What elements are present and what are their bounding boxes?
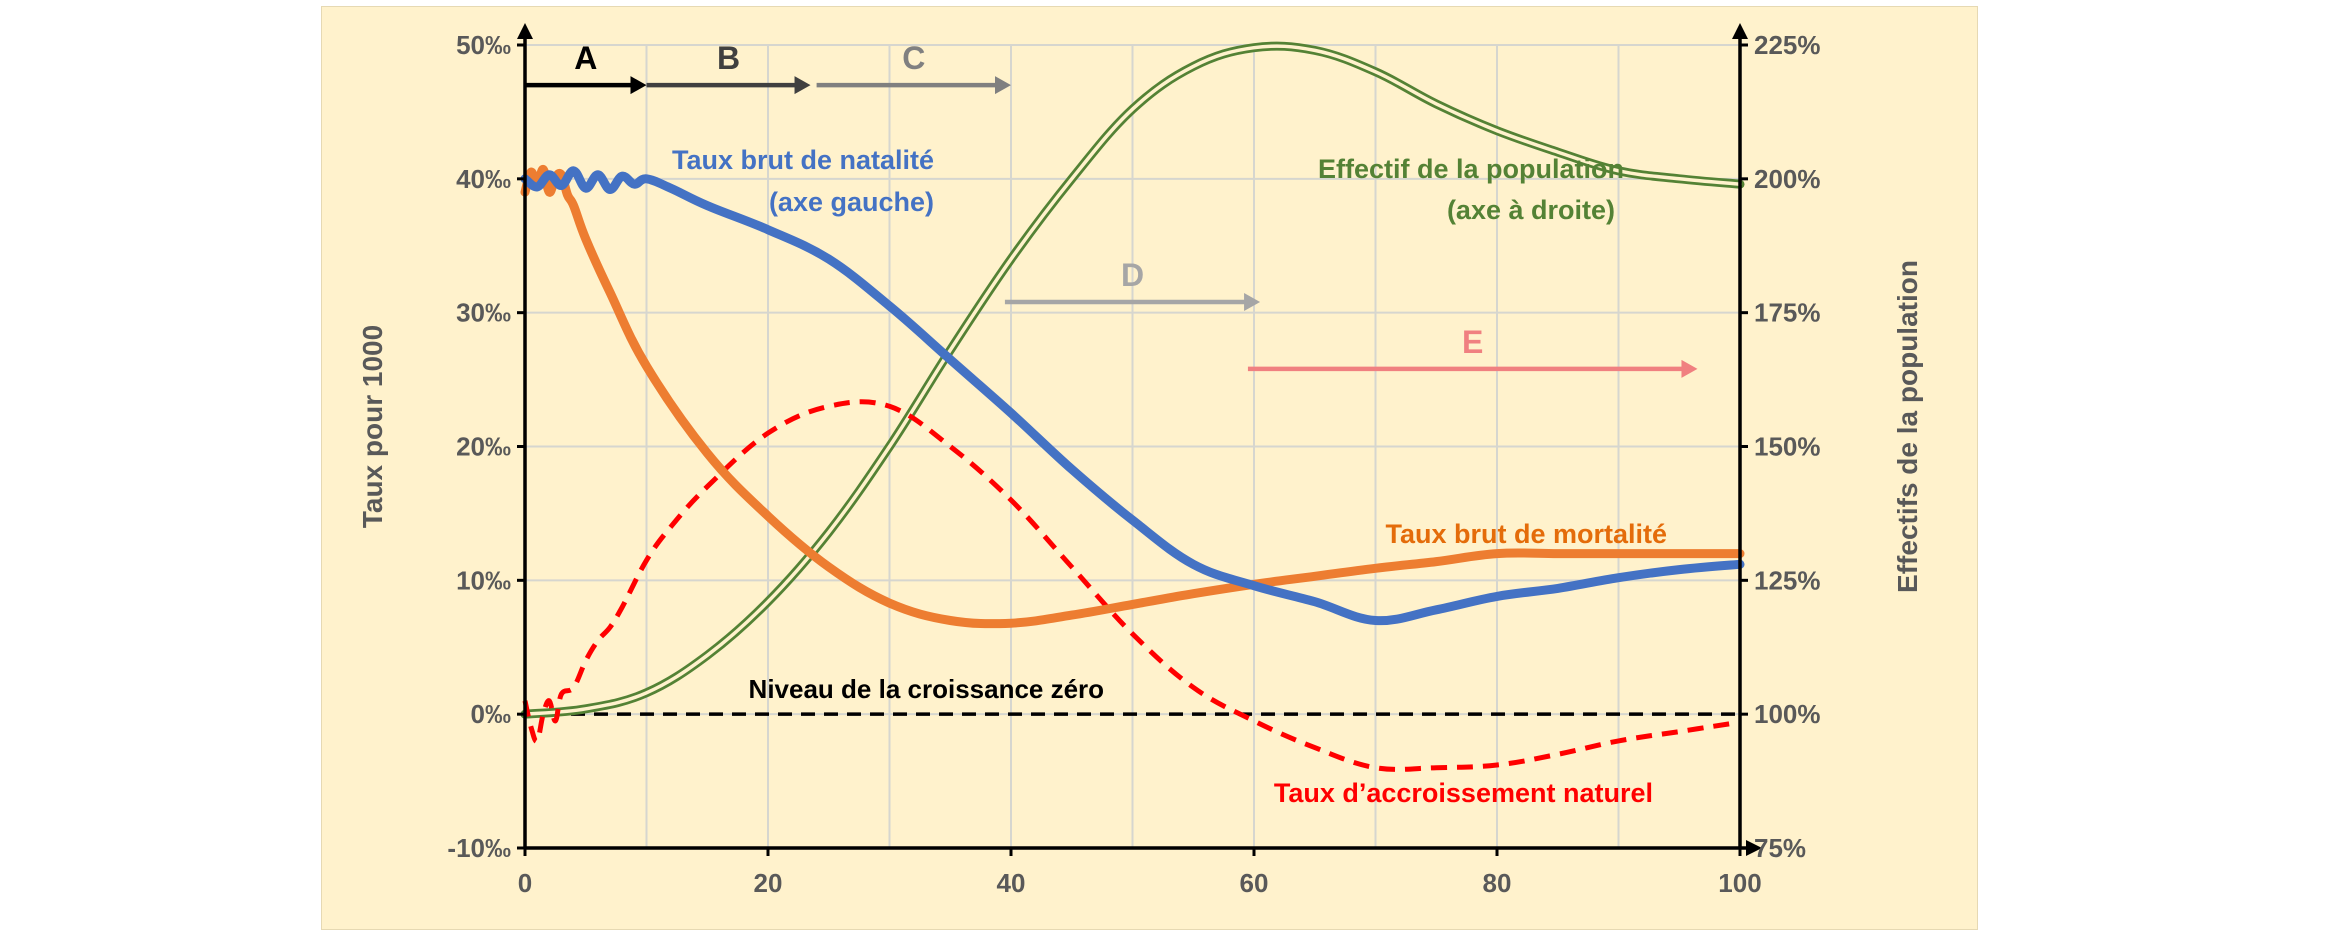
phase-label: E — [1462, 324, 1483, 360]
phase-arrow-head — [794, 76, 811, 95]
annotation-line: Effectif de la population — [1318, 154, 1624, 184]
phase-arrows: A B C D E — [525, 40, 1698, 378]
annotation-accroissement: Taux d’accroissement naturel — [1274, 778, 1653, 808]
series-lines — [520, 41, 1745, 772]
x-tick-label: 100 — [1718, 868, 1761, 898]
phase-arrow-head — [1244, 292, 1261, 311]
phase-arrow-c: C — [816, 40, 1011, 95]
phase-arrow-head — [1681, 359, 1698, 378]
annotation-line: (axe à droite) — [1447, 195, 1615, 225]
x-axis-arrowhead — [1746, 840, 1762, 856]
series-taux-brut-de-natalite — [520, 166, 1745, 626]
annotation-mortalite: Taux brut de mortalité — [1385, 519, 1667, 549]
phase-arrow-d: D — [1004, 257, 1261, 311]
annotation-natalite: Taux brut de natalité (axe gauche) — [672, 145, 934, 217]
series-effectif-de-la-population-inner — [523, 44, 1742, 716]
x-tick-label: 20 — [754, 868, 783, 898]
y-axis-left-title: Taux pour 1000 — [357, 325, 388, 528]
phase-label: A — [574, 40, 597, 76]
annotations: Taux brut de natalité (axe gauche) Effecti… — [672, 145, 1667, 808]
y-left-tick-label: 0‰ — [471, 699, 511, 729]
annotation-population: Effectif de la population (axe à droite) — [1318, 154, 1624, 225]
y-left-tick-label: -10‰ — [447, 833, 511, 863]
y-right-tick-label: 75% — [1754, 833, 1806, 863]
y-right-tick-label: 100% — [1754, 699, 1821, 729]
y-left-tick-label: 30‰ — [456, 298, 511, 328]
tick-labels: -10‰ 0‰ 10‰ 20‰ 30‰ 40‰ 50‰ 75% 100% 125% 150% 175%… — [357, 30, 1923, 898]
y-left-tick-label: 10‰ — [456, 565, 511, 595]
x-tick-label: 80 — [1483, 868, 1512, 898]
annotation-line: Taux brut de natalité — [672, 145, 934, 175]
axes — [517, 23, 1762, 856]
chart-panel: Niveau de la croissance zéro -10‰ 0‰ 10‰ 20… — [321, 6, 1978, 930]
y-right-tick-label: 225% — [1754, 30, 1821, 60]
zero-growth-label: Niveau de la croissance zéro — [749, 674, 1105, 704]
y-axis-right-arrowhead — [1732, 23, 1748, 39]
series-taux-d-accroissement-naturel — [522, 399, 1741, 772]
x-tick-label: 40 — [997, 868, 1026, 898]
y-axis-left-arrowhead — [517, 23, 533, 39]
phase-arrow-head — [995, 76, 1011, 95]
annotation-line: Taux d’accroissement naturel — [1274, 778, 1653, 808]
y-axis-right-title: Effectifs de la population — [1892, 260, 1923, 593]
annotation-line: (axe gauche) — [769, 187, 934, 217]
y-left-tick-label: 50‰ — [456, 30, 511, 60]
annotation-line: Taux brut de mortalité — [1385, 519, 1667, 549]
y-right-tick-label: 125% — [1754, 565, 1821, 595]
y-right-tick-label: 200% — [1754, 164, 1821, 194]
phase-arrow-head — [630, 76, 647, 95]
demographic-transition-chart: Niveau de la croissance zéro -10‰ 0‰ 10‰ 20… — [357, 23, 1923, 898]
phase-arrow-e: E — [1247, 324, 1698, 378]
phase-label: B — [717, 40, 740, 76]
y-right-tick-label: 150% — [1754, 432, 1821, 462]
zero-growth-line: Niveau de la croissance zéro — [525, 674, 1740, 716]
x-tick-label: 60 — [1240, 868, 1269, 898]
phase-label: C — [902, 40, 925, 76]
x-tick-label: 0 — [518, 868, 532, 898]
y-left-tick-label: 20‰ — [456, 432, 511, 462]
phase-arrow-a: A — [525, 40, 647, 95]
y-left-tick-label: 40‰ — [456, 164, 511, 194]
phase-arrow-b: B — [646, 40, 811, 95]
phase-label: D — [1121, 257, 1144, 293]
y-right-tick-label: 175% — [1754, 298, 1821, 328]
